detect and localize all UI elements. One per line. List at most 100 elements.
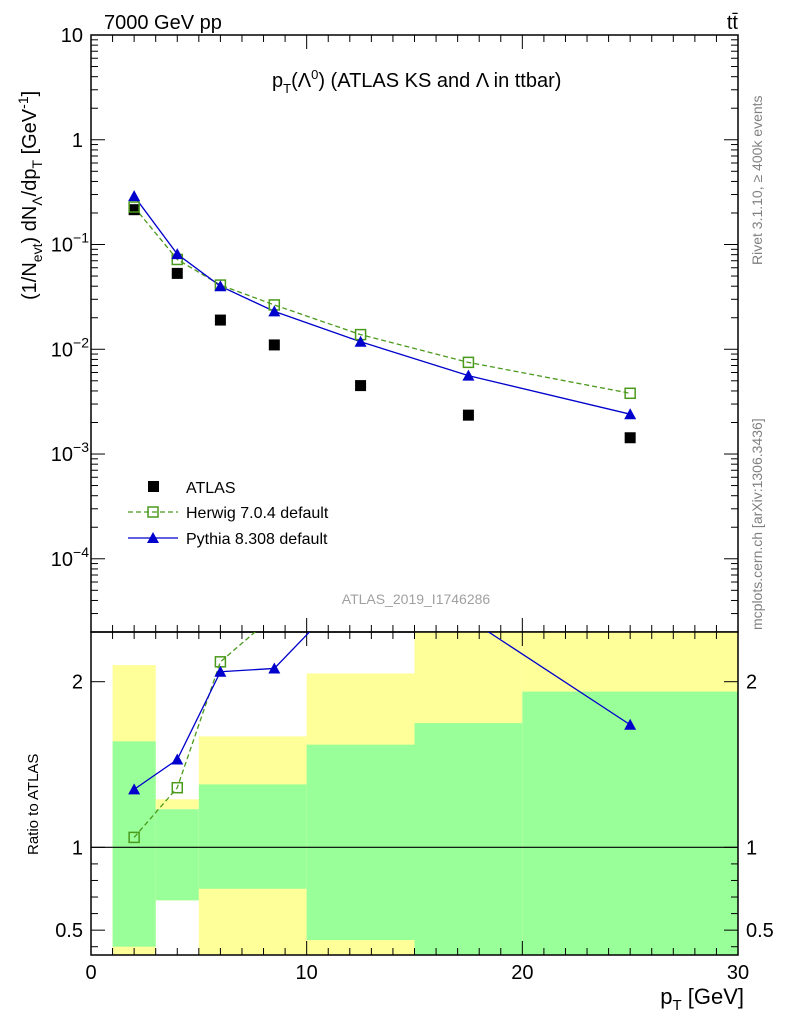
ratio-ytick-label: 1 — [72, 837, 83, 859]
atlas-point — [171, 267, 183, 279]
process-label: tt̄ — [727, 12, 739, 34]
legend-herwig-marker — [147, 506, 159, 518]
herwig-point — [128, 201, 140, 213]
ratio-band-inner — [522, 691, 738, 955]
mcplots-label: mcplots.cern.ch [arXiv:1306.3436] — [749, 418, 765, 630]
pythia-point — [171, 248, 184, 260]
ratio-ylabel: Ratio to ATLAS — [25, 754, 42, 855]
title-p: p — [272, 70, 283, 92]
legend-pythia-marker — [147, 532, 159, 543]
pythia-point — [128, 190, 141, 202]
ratio-pythia-point — [268, 662, 281, 674]
ratio-ytick-label: 0.5 — [55, 920, 83, 942]
main-ytick-base: 1 — [72, 130, 83, 152]
xtick-label: 0 — [85, 962, 96, 984]
title-sup: 0 — [311, 67, 318, 82]
pythia-point — [354, 335, 367, 347]
plot-title: pT(Λ0) (ATLAS KS and Λ in ttbar) — [272, 67, 561, 96]
herwig-point — [624, 387, 636, 400]
ylabel-e: ] — [19, 91, 41, 97]
title-rest: ) (ATLAS KS and Λ in ttbar) — [318, 70, 561, 92]
main-ytick-label: 10 — [61, 25, 83, 47]
main-ytick-label: 1 — [72, 130, 83, 152]
main-ytick-exp: −4 — [73, 544, 89, 560]
main-ytick-base: 10 — [51, 339, 73, 361]
main-ytick-base: 10 — [61, 25, 83, 47]
main-ytick-base: 10 — [51, 235, 73, 257]
xtick-label: 20 — [511, 962, 533, 984]
ratio-bands — [112, 632, 738, 955]
ratio-band-inner — [306, 744, 415, 941]
xlabel: pT [GeV] — [660, 984, 744, 1014]
atlas-point — [355, 380, 367, 392]
ratio-herwig-line — [133, 632, 257, 838]
legend-atlas-marker — [148, 481, 159, 492]
pythia-point — [268, 305, 281, 317]
legend-pythia-label: Pythia 8.308 default — [186, 531, 328, 548]
pythia-point — [624, 408, 637, 420]
atlas-point — [128, 204, 140, 216]
pythia-point — [462, 369, 475, 381]
ylabel-d: [GeV — [19, 108, 41, 160]
ratio-herwig-point — [356, 494, 366, 504]
ratio-herwig-point — [269, 610, 279, 620]
legend-atlas-label: ATLAS — [186, 480, 236, 497]
main-ytick-label: 10−4 — [51, 544, 89, 571]
main-ytick-base: 10 — [51, 549, 73, 571]
analysis-watermark: ATLAS_2019_I1746286 — [342, 591, 491, 607]
ratio-ytick-label-right: 0.5 — [746, 920, 774, 942]
rivet-label: Rivet 3.1.10, ≥ 400k events — [749, 95, 765, 265]
ratio-band-inner — [112, 741, 156, 947]
main-ytick-exp: −3 — [73, 439, 89, 455]
ratio-band-inner — [198, 784, 307, 889]
main-ytick-label: 10−3 — [51, 439, 89, 466]
ratio-band-inner — [414, 723, 523, 955]
atlas-point — [268, 339, 280, 351]
ratio-band-outer — [155, 799, 199, 810]
xlabel-t: T — [672, 997, 681, 1014]
ylabel-evt: evt — [29, 243, 45, 262]
ylabel-b: ) dN — [19, 206, 41, 244]
xlabel-p: p — [660, 984, 672, 1009]
xlabel-unit: [GeV] — [682, 984, 744, 1009]
ratio-series — [128, 494, 637, 844]
atlas-point — [214, 314, 226, 326]
herwig-point — [462, 356, 475, 369]
title-open: (Λ — [291, 70, 312, 92]
pythia-point — [214, 280, 227, 292]
ratio-pythia-point — [624, 718, 637, 730]
ratio-pythia-point — [128, 783, 141, 795]
main-ytick-exp: −2 — [73, 334, 89, 350]
pythia-line — [133, 195, 631, 415]
main-ytick-label: 10−1 — [51, 230, 89, 257]
atlas-point — [462, 409, 474, 421]
energy-label: 7000 GeV pp — [104, 12, 222, 34]
main-ytick-base: 10 — [51, 444, 73, 466]
ylabel-t: T — [29, 160, 45, 169]
herwig-line — [133, 206, 631, 394]
atlas-point — [624, 432, 636, 444]
title-sub: T — [283, 81, 291, 96]
ratio-ytick-label-right: 2 — [746, 672, 757, 694]
xtick-label: 30 — [727, 962, 749, 984]
main-series — [128, 190, 637, 444]
ratio-plot-area: 0 10 20 30 0.5 0.5 1 1 2 2 — [55, 494, 774, 984]
ylabel-m1: -1 — [15, 96, 31, 109]
ratio-pythia-point — [355, 573, 367, 584]
ylabel-lam: Λ — [29, 196, 45, 206]
ylabel-a: (1/N — [19, 262, 41, 300]
main-ytick-exp: −1 — [73, 230, 89, 246]
ratio-pythia-point — [214, 665, 227, 677]
ratio-pythia-point — [462, 613, 474, 624]
ratio-ytick-label-right: 1 — [746, 837, 757, 859]
ratio-herwig-point — [128, 831, 140, 844]
main-ylabel: (1/Nevt) dNΛ/dpT [GeV-1] — [15, 91, 45, 300]
main-ytick-label: 10−2 — [51, 334, 89, 361]
legend: ATLAS Herwig 7.0.4 default Pythia 8.308 … — [128, 480, 329, 548]
ratio-pythia-point — [171, 753, 184, 765]
ratio-band-inner — [155, 809, 199, 901]
ratio-herwig-point — [171, 781, 184, 794]
legend-herwig-label: Herwig 7.0.4 default — [186, 505, 329, 522]
